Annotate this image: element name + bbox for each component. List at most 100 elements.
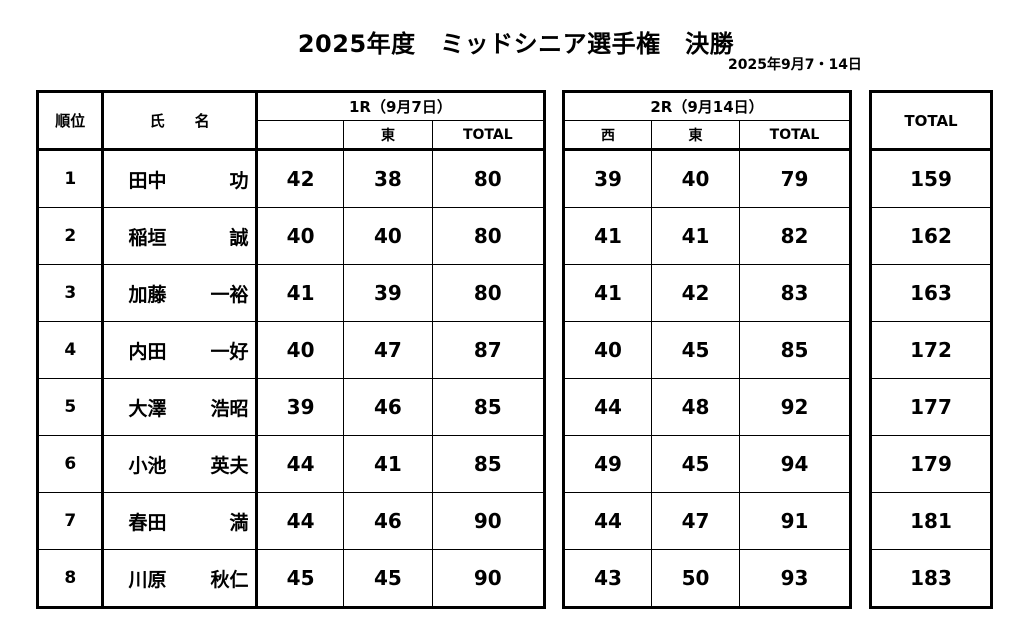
round2-total-header: TOTAL [738, 120, 851, 151]
round1-course-a-header [254, 120, 344, 151]
round1-score-a: 44 [254, 435, 344, 493]
round2-total: 93 [738, 549, 851, 608]
round2-score-east: 50 [651, 549, 740, 608]
round1-score-east: 47 [343, 321, 433, 379]
table-row: 172 [870, 321, 992, 379]
round2-score-west: 39 [594, 167, 622, 191]
table-row: 163 [870, 264, 992, 322]
table-row: 44 47 91 [563, 492, 851, 550]
round1-score-a: 45 [254, 549, 344, 608]
round1-score-a: 40 [254, 321, 344, 379]
round1-score-a: 44 [254, 492, 344, 550]
round2-score-west: 43 [563, 549, 652, 608]
player-name-cell: 春田 満 [101, 492, 257, 550]
overall-total: 172 [870, 321, 992, 379]
round1-score-east: 38 [343, 149, 433, 208]
round1-score-a: 41 [254, 264, 344, 322]
overall-total: 163 [870, 264, 992, 322]
round1-score-east: 40 [343, 207, 433, 265]
given-name: 英夫 [210, 454, 249, 477]
player-name-cell: 稲垣 誠 [101, 207, 257, 265]
player-name-cell: 小池 英夫 [101, 435, 257, 493]
overall-total: 179 [870, 435, 992, 493]
table-row: 159 [871, 150, 992, 208]
family-name: 大澤 [128, 397, 167, 420]
given-name: 一好 [210, 340, 249, 363]
family-name: 加藤 [128, 283, 167, 306]
round2-east-header: 東 [651, 120, 740, 151]
round1-total: 80 [431, 264, 545, 322]
round2-total: 82 [738, 207, 851, 265]
player-name-cell: 川原 秋仁 [101, 549, 257, 608]
round1-total: 80 [431, 149, 545, 208]
round1-total: 90 [431, 492, 545, 550]
table-row: 179 [870, 435, 992, 493]
overall-total: 162 [870, 207, 992, 265]
given-name: 浩昭 [210, 397, 249, 420]
round1-score-a: 39 [254, 378, 344, 436]
rank-cell: 3 [37, 264, 103, 322]
round1-score-east: 39 [343, 264, 433, 322]
table-row: 183 [870, 549, 992, 608]
total-table: TOTAL 159 162 163 172 177 179 181 183 [869, 90, 993, 609]
overall-total: 183 [870, 549, 992, 608]
given-name: 功 [229, 169, 249, 192]
family-name: 小池 [128, 454, 167, 477]
rank-header: 順位 [37, 91, 103, 151]
round2-score-west: 44 [563, 492, 652, 550]
given-name: 秋仁 [210, 568, 249, 591]
round2-score-east: 47 [651, 492, 740, 550]
round1-east-header: 東 [343, 120, 433, 151]
round2-score-east: 48 [651, 378, 740, 436]
round2-total: 83 [738, 264, 851, 322]
table-row: 44 48 92 [563, 378, 851, 436]
round2-total: 92 [738, 378, 851, 436]
rank-cell: 4 [37, 321, 103, 379]
rank-cell: 6 [37, 435, 103, 493]
table-row: 8 川原 秋仁 45 45 90 [37, 549, 545, 608]
round2-total: 79 [738, 149, 851, 208]
player-name-cell: 加藤 一裕 [101, 264, 257, 322]
round2-score-west: 49 [563, 435, 652, 493]
table-row: 40 45 85 [563, 321, 851, 379]
rank-cell: 2 [37, 207, 103, 265]
round2-score-east: 42 [651, 264, 740, 322]
rank-cell: 1 [64, 169, 77, 189]
round2-score-west: 41 [563, 207, 652, 265]
table-row: 181 [870, 492, 992, 550]
overall-total: 159 [910, 167, 952, 191]
round1-score-east: 45 [343, 549, 433, 608]
round2-total: 91 [738, 492, 851, 550]
given-name: 誠 [229, 226, 249, 249]
table-row: 3 加藤 一裕 41 39 80 [37, 264, 545, 322]
table-row: 43 50 93 [563, 549, 851, 608]
round1-score-a: 40 [254, 207, 344, 265]
name-header: 氏 名 [101, 91, 257, 151]
table-row: 7 春田 満 44 46 90 [37, 492, 545, 550]
round2-score-east: 45 [651, 435, 740, 493]
rank-cell: 5 [37, 378, 103, 436]
round1-total: 85 [431, 378, 545, 436]
player-name-cell: 田中 功 [101, 149, 257, 208]
round2-west-header: 西 [563, 120, 652, 151]
round2-total: 94 [738, 435, 851, 493]
overall-total: 177 [870, 378, 992, 436]
player-name-cell: 大澤 浩昭 [101, 378, 257, 436]
round1-score-a: 42 [254, 149, 344, 208]
table-row: 39 40 79 [564, 149, 851, 208]
family-name: 春田 [128, 511, 167, 534]
round1-total: 80 [431, 207, 545, 265]
overall-total: 181 [870, 492, 992, 550]
round2-score-west: 41 [563, 264, 652, 322]
round2-header: 2R（9月14日） [563, 91, 851, 121]
table-row: 177 [870, 378, 992, 436]
round1-total: 85 [431, 435, 545, 493]
table-row: 1 田中 功 42 38 80 [38, 149, 545, 208]
table-row: 2 稲垣誠 40 40 80 [37, 207, 545, 265]
family-name: 田中 [128, 169, 167, 192]
round2-total: 85 [738, 321, 851, 379]
round2-score-east: 40 [651, 149, 740, 208]
table-row: 6 小池 英夫 44 41 85 [37, 435, 545, 493]
round2-table: 2R（9月14日） 西 東 TOTAL 39 40 79 41 41 82 41 42 83 40… [562, 90, 852, 609]
round2-score-west: 40 [563, 321, 652, 379]
